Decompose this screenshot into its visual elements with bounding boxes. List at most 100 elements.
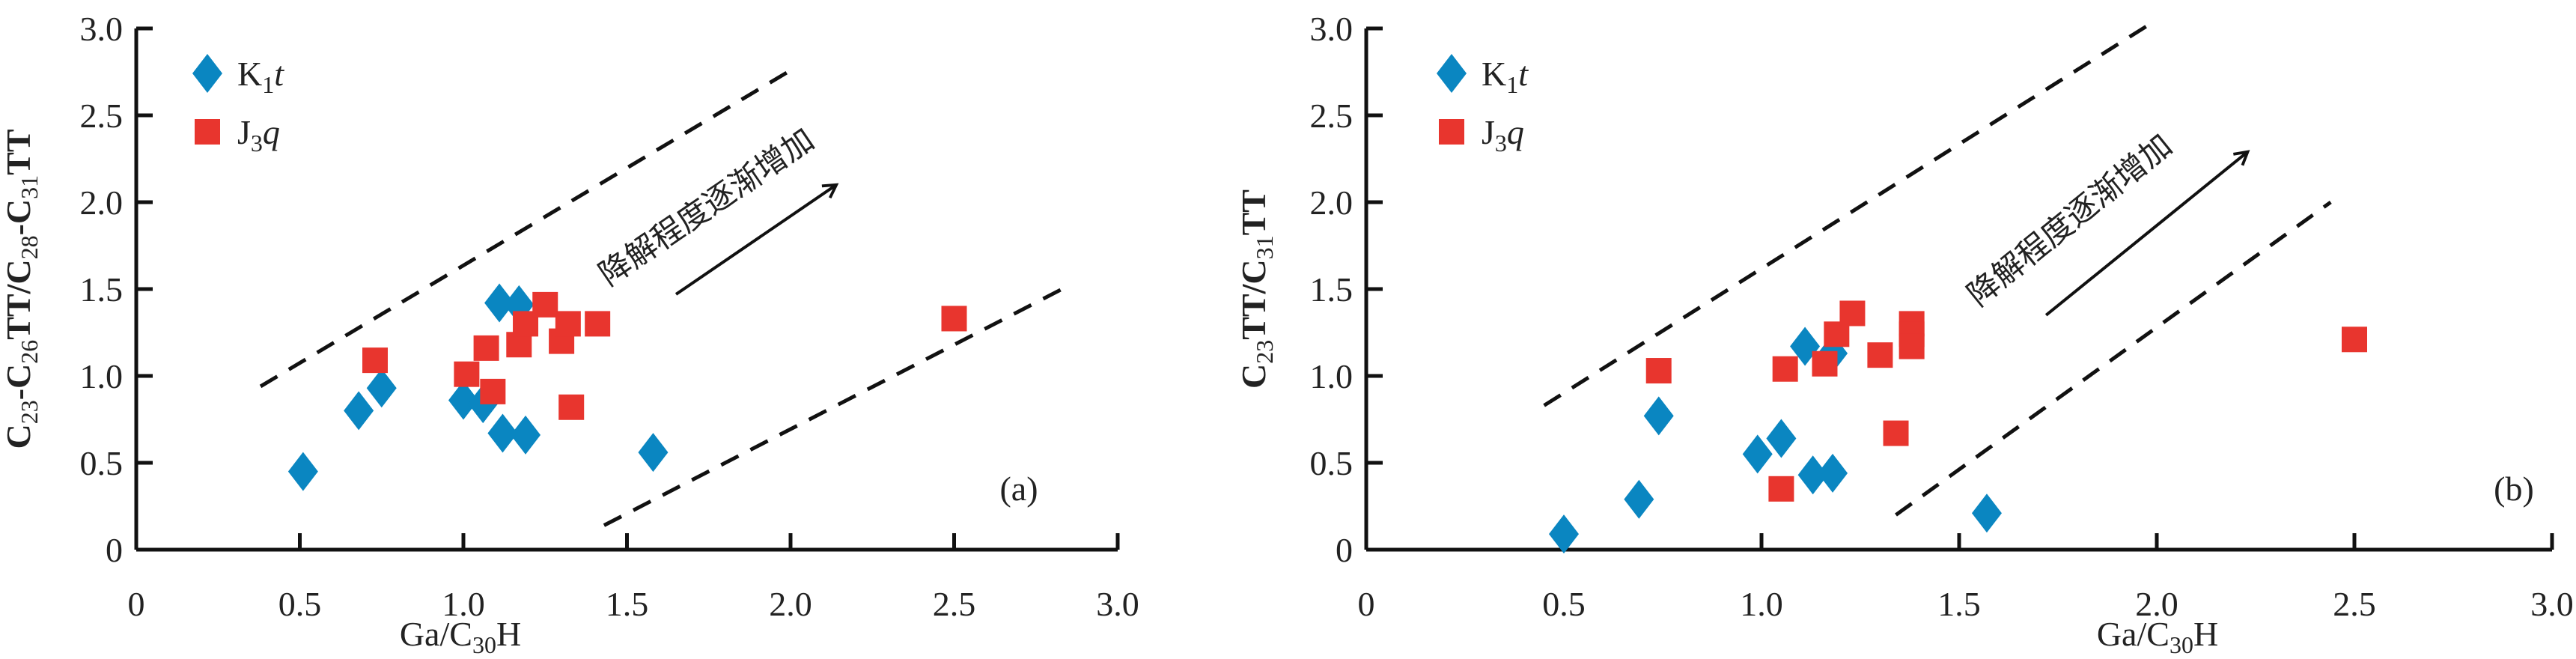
data-point-square — [1772, 356, 1798, 382]
label-part: t — [274, 55, 284, 93]
subscript: 3 — [1495, 130, 1507, 157]
legend-item-J3q: J3q — [1439, 113, 1524, 157]
y-tick-label: 1.5 — [80, 270, 124, 309]
panel-label: (b) — [2494, 470, 2534, 508]
data-point-square — [558, 394, 585, 420]
x-axis-title: Ga/C30H — [400, 615, 521, 658]
data-point-diamond — [1742, 434, 1773, 474]
y-tick-label: 0.5 — [1310, 444, 1354, 482]
data-point-diamond — [344, 391, 374, 431]
subscript: 26 — [16, 340, 43, 364]
x-axis-title: Ga/C30H — [2097, 615, 2218, 658]
data-point-diamond — [448, 380, 478, 420]
x-tick-label: 0 — [128, 585, 145, 623]
label-part: H — [2193, 615, 2218, 653]
data-point-square — [1645, 358, 1672, 384]
data-point-square — [555, 311, 581, 337]
subscript: 1 — [262, 71, 274, 98]
subscript: 30 — [2169, 631, 2193, 658]
legend-diamond-icon — [1437, 54, 1467, 93]
data-point-diamond — [638, 433, 669, 473]
data-point-square — [2342, 327, 2367, 353]
x-tick-label: 0.5 — [1542, 585, 1586, 623]
y-axis-title: C23TT/C31TT — [1234, 189, 1278, 389]
y-tick-label: 3.0 — [1310, 10, 1354, 48]
x-tick-label: 3.0 — [1096, 585, 1139, 623]
x-tick-label: 1.0 — [1740, 585, 1783, 623]
legend-square-icon — [1439, 119, 1464, 145]
data-point-diamond — [1797, 455, 1828, 495]
x-tick-label: 1.5 — [606, 585, 649, 623]
y-tick-label: 1.0 — [80, 357, 124, 395]
label-part: Ga/C — [400, 615, 472, 653]
label-part: -C — [0, 364, 37, 401]
data-point-square — [1867, 342, 1893, 368]
label-part: C — [1234, 364, 1273, 389]
x-tick-label: 1.0 — [442, 585, 485, 623]
data-point-diamond — [1971, 494, 2002, 533]
subscript: 28 — [16, 235, 43, 259]
data-point-diamond — [287, 452, 318, 491]
x-tick-label: 2.0 — [769, 585, 812, 623]
panel-label: (a) — [999, 470, 1038, 508]
y-tick-label: 1.5 — [1310, 270, 1354, 309]
label-part: q — [1507, 113, 1524, 151]
label-part: -C — [0, 199, 37, 236]
data-point-square — [454, 361, 480, 387]
label-part: q — [263, 113, 280, 151]
legend-item-K1t: K1t — [192, 54, 284, 98]
legend-item-K1t: K1t — [1437, 54, 1529, 98]
label-part: K — [237, 55, 262, 93]
dashed-trend-boundary — [1543, 18, 2158, 407]
label-part: t — [1518, 55, 1529, 93]
legend-label: J3q — [237, 113, 280, 157]
label-part: K — [1482, 55, 1506, 93]
x-tick-label: 0 — [1358, 585, 1375, 623]
label-part: TT — [0, 129, 37, 174]
x-tick-label: 2.0 — [2135, 585, 2178, 623]
data-point-square — [1898, 333, 1925, 359]
x-tick-label: 2.5 — [2333, 585, 2376, 623]
data-point-square — [1839, 300, 1866, 327]
data-point-diamond — [1766, 419, 1797, 458]
degradation-annotation: 降解程度逐渐增加 — [592, 121, 820, 293]
data-point-square — [480, 378, 506, 404]
data-point-square — [1883, 420, 1909, 446]
label-part: J — [237, 113, 251, 151]
series-J3q — [362, 291, 967, 420]
y-tick-label: 2.5 — [80, 97, 124, 135]
legend-label: K1t — [1482, 55, 1529, 98]
y-tick-label: 0 — [106, 531, 123, 569]
data-point-diamond — [1549, 514, 1579, 554]
x-tick-label: 0.5 — [278, 585, 322, 623]
subscript: 3 — [251, 130, 263, 157]
dashed-trend-boundary — [603, 287, 1063, 527]
degradation-annotation: 降解程度逐渐增加 — [1961, 127, 2179, 314]
legend-square-icon — [195, 119, 220, 145]
data-point-diamond — [1643, 396, 1674, 436]
label-part: TT/C — [0, 259, 37, 339]
data-point-square — [1768, 476, 1794, 502]
y-tick-label: 0 — [1336, 531, 1353, 569]
trend-arrow — [2044, 150, 2250, 317]
y-tick-label: 2.0 — [80, 183, 124, 222]
subscript: 31 — [16, 175, 43, 199]
data-point-diamond — [487, 413, 518, 453]
data-point-diamond — [1818, 453, 1848, 493]
y-tick-label: 2.5 — [1310, 97, 1354, 135]
data-point-square — [532, 291, 558, 318]
dashed-trend-boundary — [259, 67, 795, 389]
data-point-square — [1812, 350, 1838, 377]
subscript: 1 — [1506, 71, 1518, 98]
subscript: 31 — [1251, 235, 1278, 259]
y-tick-label: 2.0 — [1310, 183, 1354, 222]
legend-label: J3q — [1482, 113, 1524, 157]
dashed-trend-boundary — [1895, 200, 2332, 517]
subscript: 30 — [472, 631, 496, 658]
subscript: 23 — [1251, 340, 1278, 364]
legend-diamond-icon — [192, 54, 222, 93]
label-part: TT — [1234, 189, 1273, 235]
data-point-square — [585, 311, 611, 337]
y-tick-label: 3.0 — [80, 10, 124, 48]
